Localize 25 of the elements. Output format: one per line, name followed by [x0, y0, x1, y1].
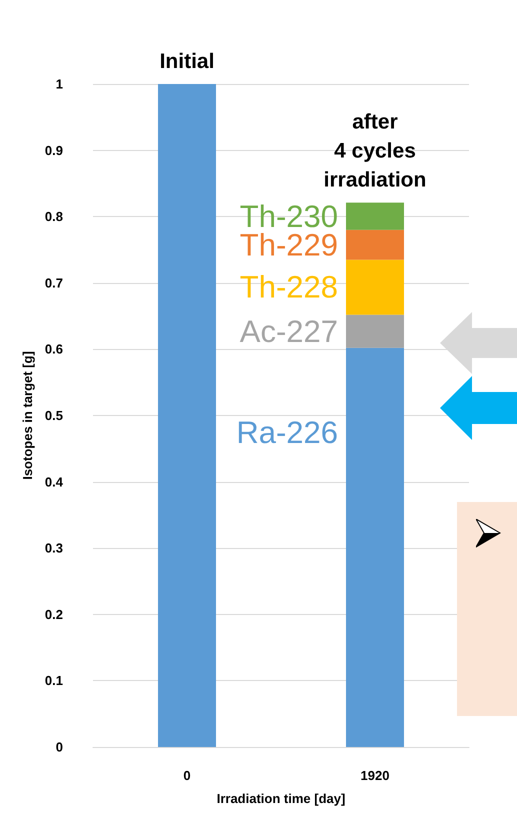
y-tick-label: 0.3 [44, 540, 63, 556]
y-tick-label: 0 [56, 740, 63, 754]
series-label: Ac-227 [240, 314, 338, 349]
series-label: Th-228 [240, 270, 338, 305]
x-axis-title: Irradiation time [day] [216, 791, 346, 806]
y-tick-label: 0.9 [44, 142, 63, 158]
bar [346, 202, 404, 230]
bar [346, 314, 404, 348]
y-axis-title: Isotopes in target [g] [20, 351, 36, 480]
y-tick-label: 0.2 [44, 606, 63, 622]
y-tick-label: 0.7 [44, 275, 63, 290]
bar [158, 84, 216, 747]
annotation: after 4 cycles irradiation [324, 110, 426, 192]
y-tick-label: 1 [56, 76, 63, 92]
y-tick-label: 0.5 [44, 408, 63, 423]
y-tick-label: 0.8 [44, 209, 63, 224]
series-label: Ra-226 [236, 414, 338, 450]
annotation: Initial [160, 50, 214, 73]
y-tick-label: 0.4 [44, 474, 64, 490]
bar [346, 260, 404, 315]
bar [346, 230, 404, 260]
y-tick-label: 0.6 [44, 342, 63, 357]
bar [346, 348, 404, 747]
y-tick-label: 0.1 [44, 673, 63, 688]
x-tick-label: 1920 [360, 768, 390, 783]
